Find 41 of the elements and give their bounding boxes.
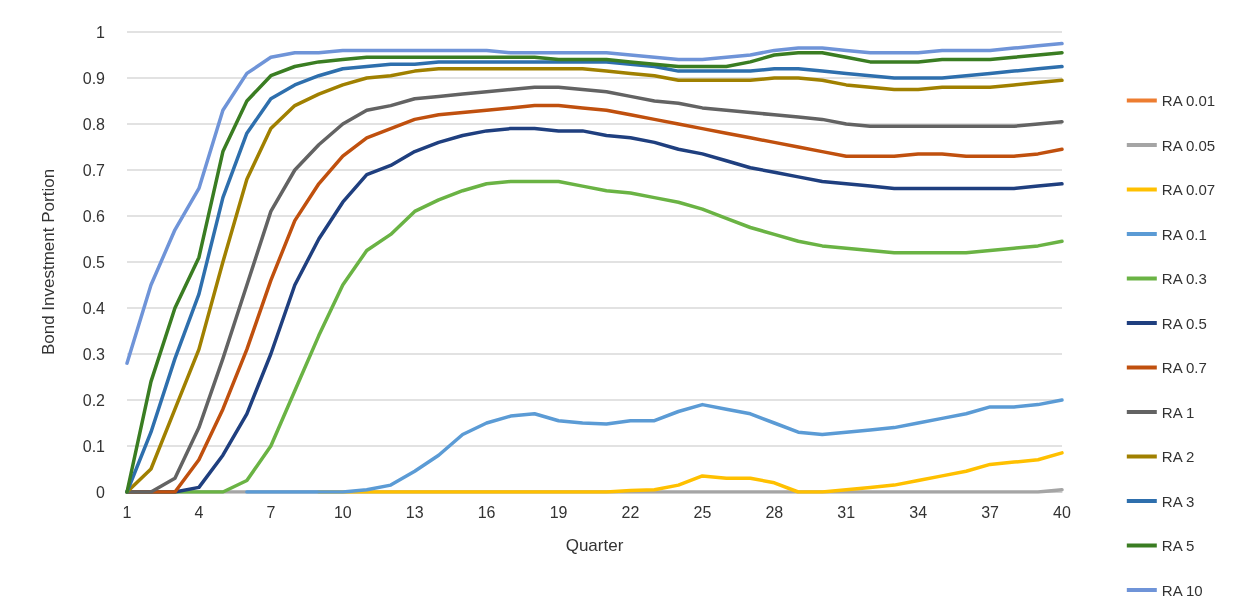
x-tick-label: 7	[266, 503, 276, 521]
legend-label: RA 2	[1161, 448, 1195, 465]
x-tick-label: 22	[621, 503, 640, 521]
x-tick-label: 19	[549, 503, 568, 521]
y-tick-label: 1	[96, 23, 106, 41]
y-tick-label: 0.3	[82, 345, 106, 363]
y-tick-label: 0.8	[82, 115, 106, 133]
x-tick-label: 40	[1053, 503, 1071, 521]
x-tick-label: 4	[194, 503, 204, 521]
legend-label: RA 0.5	[1161, 314, 1207, 332]
y-tick-label: 0.7	[82, 161, 106, 179]
x-tick-label: 28	[765, 503, 784, 521]
y-tick-label: 0.4	[82, 299, 106, 317]
x-axis-title: Quarter	[565, 536, 624, 555]
line-series	[245, 398, 1064, 494]
legend-label: RA 1	[1161, 403, 1195, 421]
x-tick-label: 16	[477, 503, 496, 521]
legend-label: RA 0.05	[1161, 136, 1216, 154]
x-tick-label: 37	[981, 503, 1000, 521]
legend-label: RA 10	[1161, 581, 1203, 599]
line-series	[125, 41, 1064, 365]
legend-label: RA 0.07	[1161, 181, 1216, 198]
x-tick-label: 25	[693, 503, 712, 521]
y-tick-label: 0	[96, 483, 106, 501]
y-tick-label: 0.2	[82, 391, 106, 409]
y-tick-label: 0.1	[82, 437, 106, 455]
x-tick-label: 34	[909, 503, 928, 521]
legend-label: RA 0.1	[1161, 225, 1207, 243]
y-axis-title: Bond Investment Portion	[39, 168, 58, 356]
legend-label: RA 5	[1161, 537, 1195, 554]
x-tick-label: 13	[405, 503, 424, 521]
y-tick-label: 0.9	[82, 69, 106, 87]
legend-label: RA 0.3	[1161, 270, 1207, 287]
legend-label: RA 3	[1161, 492, 1195, 510]
y-tick-label: 0.6	[82, 207, 106, 225]
y-tick-label: 0.5	[82, 253, 106, 271]
legend-label: RA 0.01	[1161, 92, 1216, 109]
x-tick-label: 1	[122, 503, 132, 521]
x-tick-label: 31	[837, 503, 856, 521]
x-tick-label: 10	[333, 503, 352, 521]
legend-label: RA 0.7	[1161, 359, 1207, 376]
